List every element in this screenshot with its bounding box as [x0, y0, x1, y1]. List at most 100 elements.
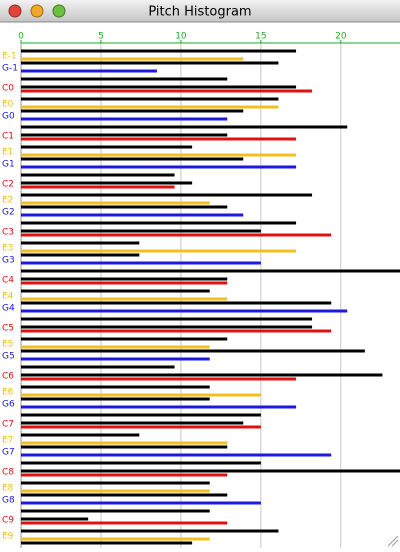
bar — [21, 337, 228, 341]
bar — [21, 537, 210, 541]
close-button[interactable] — [8, 4, 22, 18]
y-tick-label: E1 — [2, 148, 13, 158]
bar — [21, 289, 210, 293]
bar — [21, 193, 313, 197]
y-tick-label: C5 — [2, 324, 14, 334]
bar — [21, 301, 332, 305]
y-tick-label: G1 — [2, 160, 15, 170]
bar — [21, 173, 175, 177]
bar — [21, 453, 332, 457]
bar — [21, 205, 228, 209]
bar — [21, 61, 279, 65]
y-tick-label: C1 — [2, 132, 14, 142]
y-tick-label: E-1 — [2, 52, 17, 62]
zoom-button[interactable] — [52, 4, 66, 18]
bar — [21, 509, 210, 513]
x-tick-label: 15 — [255, 32, 266, 42]
bar — [21, 277, 228, 281]
y-tick-label: G5 — [2, 352, 15, 362]
y-tick-label: G2 — [2, 208, 15, 218]
bar — [21, 481, 210, 485]
chart: 0 5 10 15 20 E-1 G-1 C0 E0 G0 C1 E1 G1 C2 E2 G2 C3 E3 G3 C4… — [2, 32, 400, 548]
x-tick-label: 0 — [18, 32, 24, 42]
bar — [21, 317, 313, 321]
bar — [21, 221, 297, 225]
bar — [21, 201, 210, 205]
y-tick-label: C3 — [2, 228, 14, 238]
bar — [21, 249, 297, 253]
bar — [21, 325, 313, 329]
resize-grip[interactable] — [387, 535, 399, 547]
bar — [21, 493, 228, 497]
y-tick-label: E9 — [2, 532, 14, 542]
x-tick-label: 5 — [98, 32, 104, 42]
y-tick-label: E8 — [2, 484, 14, 494]
y-tick-label: C4 — [2, 276, 14, 286]
bar — [21, 421, 244, 425]
y-tick-label: G3 — [2, 256, 15, 266]
y-tick-label: G8 — [2, 496, 15, 506]
y-tick-label: G-1 — [2, 64, 18, 74]
minimize-button[interactable] — [30, 4, 44, 18]
y-tick-label: E5 — [2, 340, 13, 350]
bar — [21, 157, 244, 161]
bar — [21, 385, 210, 389]
bar — [21, 529, 279, 533]
bar — [21, 213, 244, 217]
y-tick-label: C9 — [2, 516, 14, 526]
bar — [21, 105, 279, 109]
bar — [21, 97, 279, 101]
y-tick-label: E0 — [2, 100, 14, 110]
bar — [21, 469, 400, 473]
bar — [21, 233, 332, 237]
bar — [21, 137, 297, 141]
bar — [21, 445, 228, 449]
bar — [21, 69, 157, 73]
bar — [21, 85, 297, 89]
y-tick-label: G6 — [2, 400, 15, 410]
bar — [21, 145, 193, 149]
bar — [21, 181, 193, 185]
y-tick-label: C2 — [2, 180, 14, 190]
bar — [21, 377, 297, 381]
y-tick-label: C7 — [2, 420, 14, 430]
x-tick-label: 10 — [175, 32, 187, 42]
y-tick-label: E4 — [2, 292, 14, 302]
y-tick-label: E7 — [2, 436, 13, 446]
bar — [21, 393, 261, 397]
bar — [21, 153, 297, 157]
bar — [21, 253, 140, 257]
bar — [21, 309, 348, 313]
bar — [21, 109, 244, 113]
window-title: Pitch Histogram — [148, 5, 251, 20]
bar — [21, 329, 332, 333]
bar — [21, 269, 400, 273]
y-tick-label: G4 — [2, 304, 15, 314]
bar — [21, 373, 383, 377]
bar — [21, 413, 261, 417]
bar — [21, 117, 228, 121]
x-tick-label: 20 — [335, 32, 347, 42]
bar — [21, 365, 175, 369]
bar — [21, 241, 140, 245]
bar — [21, 461, 261, 465]
bar — [21, 489, 210, 493]
bar — [21, 345, 210, 349]
bar — [21, 433, 140, 437]
y-tick-label: C8 — [2, 468, 14, 478]
bar — [21, 501, 261, 505]
bar — [21, 473, 228, 477]
bar — [21, 77, 228, 81]
bar — [21, 441, 228, 445]
bar — [21, 229, 261, 233]
y-tick-label: C0 — [2, 84, 14, 94]
bar — [21, 49, 297, 53]
bar — [21, 425, 261, 429]
bar — [21, 165, 297, 169]
bar — [21, 133, 228, 137]
y-tick-label: E2 — [2, 196, 13, 206]
y-tick-label: G0 — [2, 112, 15, 122]
bar — [21, 125, 348, 129]
bar — [21, 541, 193, 545]
